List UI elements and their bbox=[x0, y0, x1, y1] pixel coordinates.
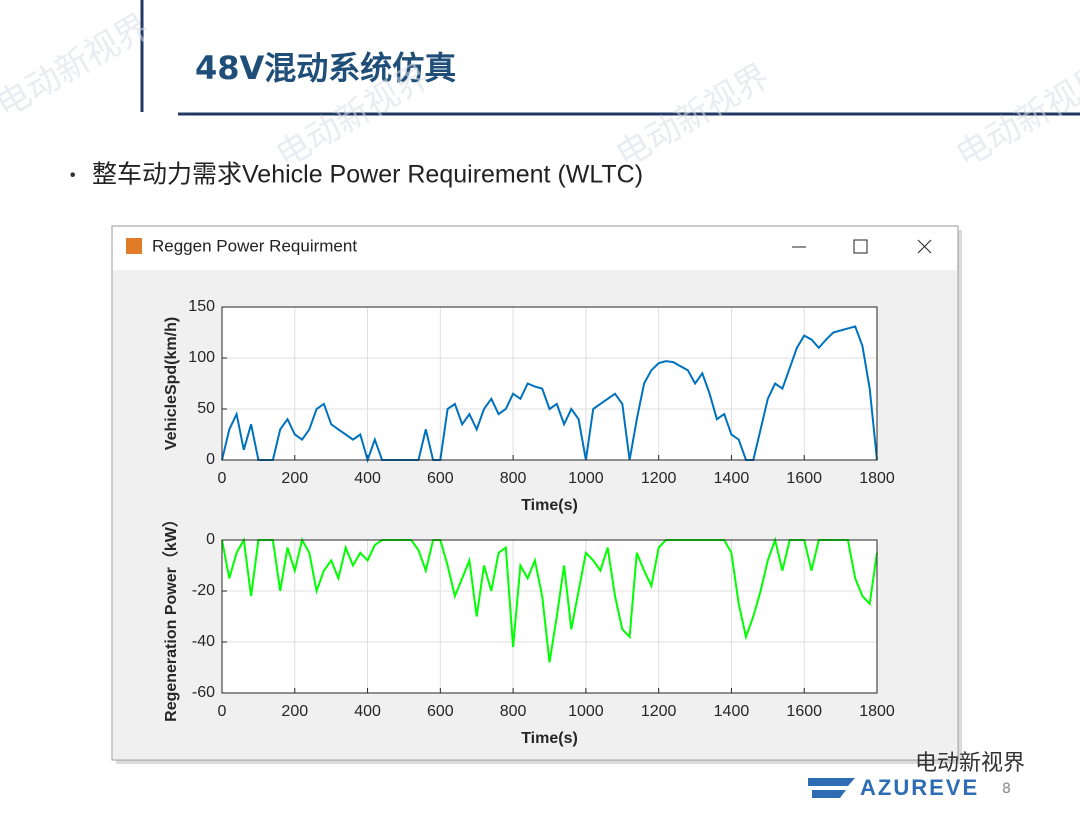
logo-mark bbox=[808, 778, 855, 798]
bullet-dot: • bbox=[68, 166, 77, 185]
x-tick-label: 400 bbox=[354, 703, 381, 720]
close-button[interactable] bbox=[917, 239, 932, 254]
y-tick-label: -40 bbox=[192, 633, 215, 650]
x-tick-label: 800 bbox=[500, 703, 527, 720]
plot-area bbox=[222, 307, 877, 460]
y-axis-label: Regeneration Power（kW） bbox=[162, 511, 180, 722]
axes-box bbox=[221, 306, 878, 461]
slide-title: 48V混动系统仿真 bbox=[195, 49, 456, 87]
x-axis-label: Time(s) bbox=[521, 497, 578, 514]
x-tick-label: 1200 bbox=[641, 470, 677, 487]
chart: 0 200 400 600 800 1000 1200 1400 1600 1800 -60 -40 -… bbox=[162, 511, 895, 747]
x-tick-label: 0 bbox=[218, 703, 227, 720]
x-tick-label: 1600 bbox=[786, 703, 822, 720]
axes-box bbox=[221, 539, 878, 694]
y-tick-label: 150 bbox=[188, 298, 215, 315]
chart: 0 200 400 600 800 1000 1200 1400 1600 1800 0 50 100 1… bbox=[163, 298, 895, 514]
x-axis-label: Time(s) bbox=[521, 730, 578, 747]
y-tick-label: 100 bbox=[188, 349, 215, 366]
plot-area bbox=[222, 540, 877, 693]
maximize-button[interactable] bbox=[853, 239, 868, 254]
page-number: 8 bbox=[1002, 781, 1011, 797]
x-tick-label: 200 bbox=[281, 703, 308, 720]
x-tick-label: 1400 bbox=[714, 470, 750, 487]
bullet-text: 整车动力需求Vehicle Power Requirement (WLTC) bbox=[92, 161, 643, 189]
wechat-label: 电动新视界 bbox=[915, 751, 1025, 776]
x-tick-label: 1000 bbox=[568, 703, 604, 720]
x-tick-label: 400 bbox=[354, 470, 381, 487]
y-tick-label: 0 bbox=[206, 531, 215, 548]
x-tick-label: 1800 bbox=[859, 470, 895, 487]
x-tick-label: 600 bbox=[427, 470, 454, 487]
data-line bbox=[221, 325, 878, 464]
data-line bbox=[221, 536, 878, 663]
x-tick-label: 600 bbox=[427, 703, 454, 720]
x-tick-label: 800 bbox=[500, 470, 527, 487]
x-tick-label: 1200 bbox=[641, 703, 677, 720]
x-tick-label: 1400 bbox=[714, 703, 750, 720]
logo-text: AZUREVE bbox=[860, 775, 979, 800]
y-axis-label: VehicleSpd(km/h) bbox=[163, 317, 180, 450]
x-tick-label: 1600 bbox=[786, 470, 822, 487]
y-tick-label: 50 bbox=[197, 400, 215, 417]
x-tick-label: 1800 bbox=[859, 703, 895, 720]
x-tick-label: 1000 bbox=[568, 470, 604, 487]
x-tick-label: 0 bbox=[218, 470, 227, 487]
y-tick-label: -20 bbox=[192, 582, 215, 599]
window-icon bbox=[126, 238, 142, 254]
window-title: Reggen Power Requirment bbox=[152, 236, 357, 255]
x-tick-label: 200 bbox=[281, 470, 308, 487]
y-tick-label: 0 bbox=[206, 451, 215, 468]
y-tick-label: -60 bbox=[192, 684, 215, 701]
